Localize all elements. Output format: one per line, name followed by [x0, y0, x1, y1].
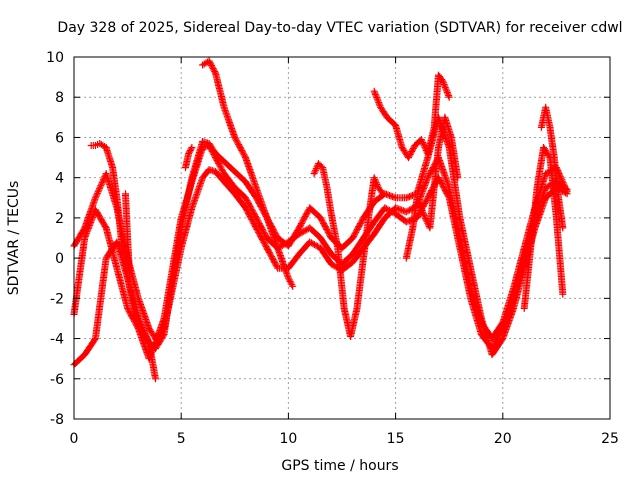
sat-trace-6-markers — [310, 160, 387, 340]
sat-trace-11 — [122, 190, 134, 282]
y-tick-label: -4 — [50, 332, 64, 348]
sat-trace-7 — [370, 71, 453, 162]
axis-ticks: 0 5 10 15 20 25 -8 -6 -4 -2 0 2 4 6 8 10 — [46, 50, 619, 447]
x-tick-label: 25 — [601, 431, 619, 447]
x-tick-label: 10 — [279, 431, 297, 447]
y-tick-label: 8 — [55, 90, 64, 106]
sat-trace-8-markers — [402, 113, 462, 262]
sat-trace-9 — [537, 103, 567, 232]
x-tick-label: 20 — [494, 431, 512, 447]
sat-trace-2 — [70, 154, 571, 343]
y-tick-label: 0 — [55, 251, 64, 267]
y-tick-label: -6 — [50, 372, 64, 388]
sat-trace-5-markers — [199, 57, 297, 290]
data-points — [70, 57, 571, 383]
sat-trace-10 — [520, 144, 567, 312]
y-tick-label: -2 — [50, 291, 64, 307]
x-tick-label: 15 — [387, 431, 405, 447]
x-tick-label: 5 — [177, 431, 186, 447]
chart-title: Day 328 of 2025, Sidereal Day-to-day VTE… — [57, 20, 622, 36]
sat-trace-7-markers — [370, 71, 453, 162]
y-tick-label: 10 — [46, 50, 64, 66]
sat-trace-11-markers — [122, 190, 134, 282]
sat-trace-5 — [199, 57, 297, 290]
sat-trace-12-markers — [182, 144, 196, 172]
plot-frame — [73, 56, 611, 420]
sat-trace-6 — [310, 160, 387, 340]
sat-trace-8 — [402, 113, 462, 262]
x-tick-label: 0 — [70, 431, 79, 447]
y-tick-label: 6 — [55, 130, 64, 146]
y-tick-label: -8 — [50, 412, 64, 428]
y-axis-label: SDTVAR / TECUs — [6, 181, 22, 296]
sat-trace-10-markers — [520, 144, 567, 312]
sat-trace-2-markers — [70, 154, 571, 343]
sat-trace-9-markers — [537, 103, 567, 232]
y-tick-label: 4 — [55, 171, 64, 187]
sat-trace-12 — [182, 144, 196, 172]
x-axis-label: GPS time / hours — [281, 458, 398, 474]
y-tick-label: 2 — [55, 211, 64, 227]
